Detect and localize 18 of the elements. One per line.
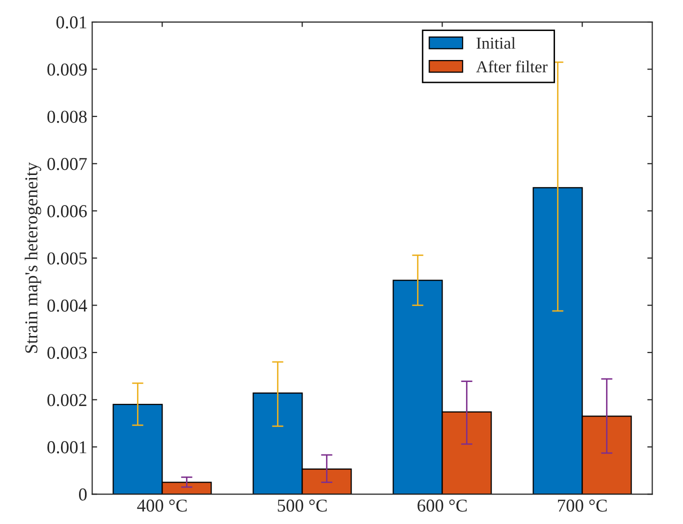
y-tick-label: 0 [79,488,87,501]
y-tick-label: 0.007 [47,158,87,170]
y-tick-label: 0.006 [47,205,87,218]
y-tick-label: 0.004 [47,300,88,312]
y-axis-title: Strain map's heterogeneity [24,162,42,353]
y-tick-label: 0.003 [47,346,87,360]
y-tick-label: 0.01 [56,16,86,29]
x-tick-label: 400 °C [137,500,187,512]
x-tick-label: 600 °C [418,500,467,512]
y-tick-label: 0.009 [47,63,87,76]
y-tick-label: 0.005 [47,252,87,265]
y-tick-label: 0.001 [47,441,86,454]
y-tick-label: 0.002 [47,394,86,406]
x-tick-label: 700 °C [558,500,607,512]
x-tick-label: 500 °C [278,500,327,512]
legend-label: After filter [476,60,548,72]
y-tick-label: 0.008 [47,110,87,123]
legend-label: Initial [476,37,516,49]
